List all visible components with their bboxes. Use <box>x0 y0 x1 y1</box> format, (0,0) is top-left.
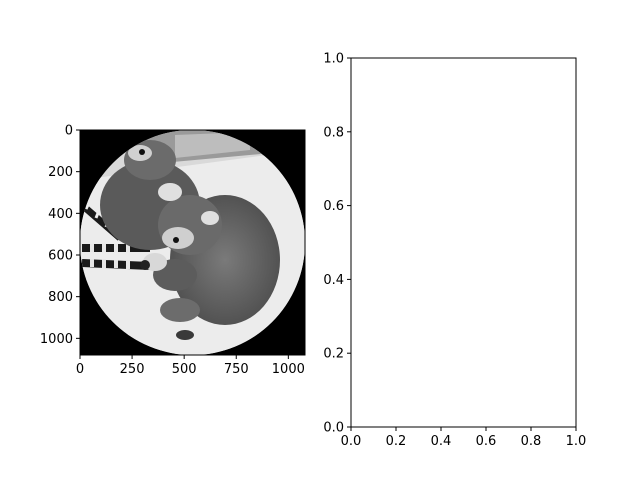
image-xtick-label: 500 <box>172 362 197 377</box>
empty-ytick-label: 0.6 <box>323 199 344 214</box>
empty-xtick-label: 0.2 <box>386 434 407 449</box>
empty-xtick-label: 0.0 <box>341 434 362 449</box>
lemur-photo <box>80 130 305 355</box>
image-ytick-label: 200 <box>48 165 73 180</box>
image-ytick-label: 800 <box>48 290 73 305</box>
empty-xtick-label: 0.6 <box>476 434 497 449</box>
empty-axes-frame <box>351 58 576 427</box>
empty-ytick-label: 0.8 <box>323 125 344 140</box>
empty-xtick-label: 0.8 <box>521 434 542 449</box>
empty-ytick-label: 0.4 <box>323 273 344 288</box>
image-ytick-label: 1000 <box>40 332 73 347</box>
image-ytick-label: 400 <box>48 207 73 222</box>
empty-ytick-label: 1.0 <box>323 52 344 67</box>
image-xtick-label: 0 <box>76 362 84 377</box>
image-xtick-label: 250 <box>120 362 145 377</box>
empty-xtick-label: 1.0 <box>566 434 587 449</box>
image-ytick-label: 0 <box>65 124 73 139</box>
image-xtick-label: 750 <box>224 362 249 377</box>
empty-axes: 0.0 0.2 0.4 0.6 0.8 1.0 0.0 0.2 0.4 0.6 0.8 1.0 <box>323 52 586 450</box>
image-ytick-label: 600 <box>48 249 73 264</box>
image-xtick-label: 1000 <box>272 362 305 377</box>
empty-ytick-label: 0.2 <box>323 347 344 362</box>
empty-ytick-label: 0.0 <box>323 421 344 436</box>
empty-xtick-label: 0.4 <box>431 434 452 449</box>
